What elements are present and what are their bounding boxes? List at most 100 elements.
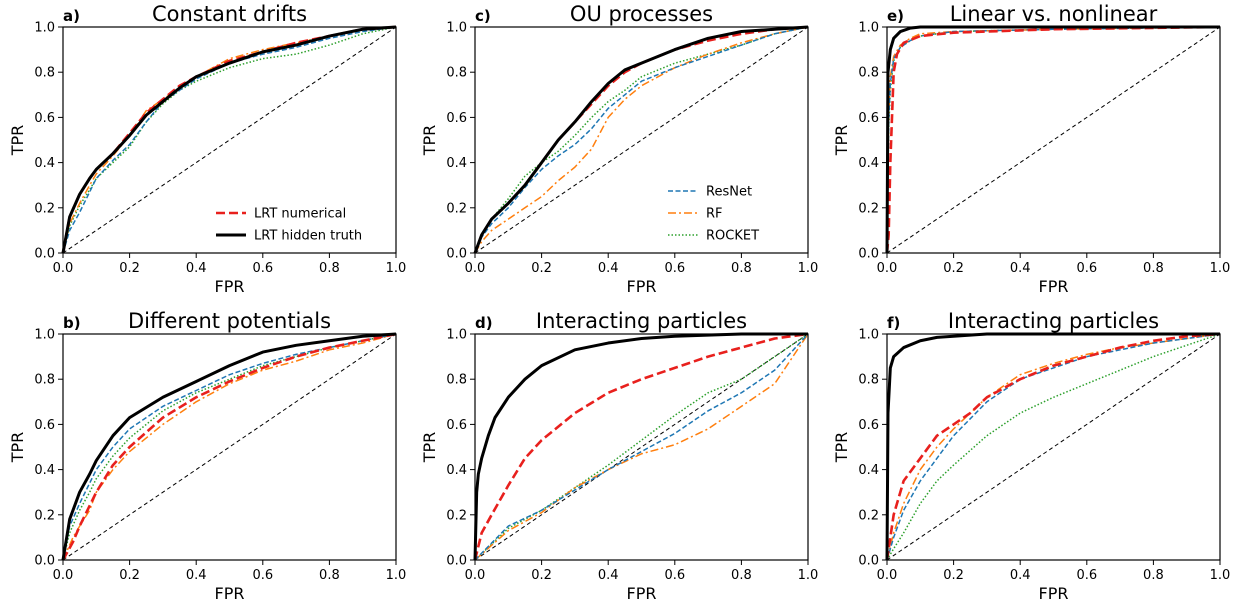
y-tick-label: 0.0: [858, 247, 879, 262]
series-line-rocket: [62, 333, 397, 561]
series-line-lrt-hidden-truth: [473, 332, 808, 561]
series-line-lrt-hidden-truth: [61, 332, 397, 561]
series-line-lrt-numerical: [885, 25, 1221, 254]
y-tick-label: 0.4: [34, 463, 55, 478]
legend-entry-label: LRT numerical: [254, 207, 346, 222]
x-tick-label: 0.2: [943, 261, 964, 276]
panel-label: d): [475, 314, 493, 332]
y-tick-label: 0.0: [446, 247, 467, 262]
y-tick-label: 0.2: [446, 508, 467, 523]
legend-entry-label: ROCKET: [706, 229, 759, 244]
y-tick-label: 0.0: [858, 554, 879, 569]
y-tick-label: 0.8: [858, 373, 879, 388]
x-tick-label: 0.8: [1143, 568, 1164, 583]
x-tick-label: 1.0: [386, 568, 407, 583]
series-line-lrt-hidden-truth: [61, 25, 397, 254]
y-tick-label: 0.0: [34, 247, 55, 262]
y-axis-label: TPR: [420, 432, 439, 464]
y-tick-label: 1.0: [34, 21, 55, 36]
x-tick-label: 1.0: [386, 261, 407, 276]
y-tick-label: 0.8: [858, 66, 879, 81]
x-axis-label: FPR: [215, 584, 245, 602]
y-tick-label: 0.8: [34, 373, 55, 388]
series-line-lrt-hidden-truth: [885, 25, 1220, 254]
series-line-rocket: [474, 26, 809, 254]
panel-label: c): [475, 7, 491, 25]
y-tick-label: 0.4: [858, 156, 879, 171]
y-tick-label: 1.0: [34, 328, 55, 343]
y-axis-label: TPR: [832, 432, 851, 464]
x-tick-label: 0.0: [53, 568, 74, 583]
roc-panel-2: 0.0 0.2 0.4 0.6 0.8 1.0 0.0 0.2 0.4 0.6 0.8 1.0 FPR T…: [420, 2, 818, 296]
legend: ResNet RF ROCKET: [668, 185, 759, 244]
series-line-resnet: [474, 26, 809, 254]
roc-panel-3: 0.0 0.2 0.4 0.6 0.8 1.0 0.0 0.2 0.4 0.6 0.8 1.0 FPR T…: [832, 2, 1230, 296]
series-line-rocket: [886, 26, 1221, 254]
series-line-lrt-numerical: [61, 332, 397, 561]
panel-title: Interacting particles: [948, 309, 1159, 333]
series-line-rf: [886, 26, 1221, 254]
x-tick-label: 0.0: [877, 568, 898, 583]
panel-title: Different potentials: [128, 309, 331, 333]
series-line-lrt-numerical: [473, 332, 809, 561]
series-line-rf: [474, 26, 809, 254]
x-tick-label: 0.0: [53, 261, 74, 276]
x-tick-label: 0.6: [252, 568, 273, 583]
x-tick-label: 0.2: [119, 261, 140, 276]
series-line-rf: [886, 333, 1221, 561]
plot-frame: [886, 333, 1221, 561]
y-tick-label: 0.0: [446, 554, 467, 569]
y-tick-label: 0.4: [858, 463, 879, 478]
roc-panel-5: 0.0 0.2 0.4 0.6 0.8 1.0 0.0 0.2 0.4 0.6 0.8 1.0 FPR T…: [420, 309, 818, 602]
x-tick-label: 0.0: [465, 568, 486, 583]
legend: LRT numerical LRT hidden truth: [216, 207, 362, 244]
y-tick-label: 0.4: [34, 156, 55, 171]
x-tick-label: 0.4: [1010, 261, 1031, 276]
y-tick-label: 0.4: [446, 156, 467, 171]
x-tick-label: 0.0: [877, 261, 898, 276]
y-tick-label: 0.6: [34, 111, 55, 126]
y-axis-label: TPR: [8, 125, 27, 157]
x-tick-label: 1.0: [1210, 261, 1231, 276]
x-tick-label: 0.6: [664, 568, 685, 583]
x-tick-label: 0.8: [319, 568, 340, 583]
plot-frame: [474, 26, 809, 254]
x-tick-label: 0.2: [531, 568, 552, 583]
series-line-rf: [474, 333, 809, 561]
plot-frame: [62, 26, 397, 254]
x-axis-label: FPR: [1039, 584, 1069, 602]
y-tick-label: 0.6: [34, 418, 55, 433]
y-axis-label: TPR: [8, 432, 27, 464]
x-tick-label: 0.2: [531, 261, 552, 276]
roc-panel-4: 0.0 0.2 0.4 0.6 0.8 1.0 0.0 0.2 0.4 0.6 0.8 1.0 FPR T…: [8, 309, 406, 602]
plot-frame: [62, 333, 397, 561]
panel-label: b): [63, 314, 81, 332]
series-line-rocket: [62, 26, 397, 254]
y-tick-label: 0.6: [446, 418, 467, 433]
series-line-lrt-hidden-truth: [473, 25, 809, 254]
x-tick-label: 0.2: [119, 568, 140, 583]
y-tick-label: 0.0: [34, 554, 55, 569]
y-tick-label: 0.2: [858, 201, 879, 216]
x-tick-label: 0.8: [731, 261, 752, 276]
series-line-rf: [62, 333, 397, 561]
panel-label: e): [887, 7, 904, 25]
x-tick-label: 0.0: [465, 261, 486, 276]
x-axis-label: FPR: [627, 584, 657, 602]
series-line-lrt-numerical: [885, 332, 1221, 561]
x-tick-label: 1.0: [798, 261, 819, 276]
legend-entry-label: RF: [706, 207, 723, 222]
y-tick-label: 0.6: [446, 111, 467, 126]
series-line-resnet: [886, 333, 1221, 561]
y-tick-label: 0.8: [446, 66, 467, 81]
chance-diagonal: [62, 333, 397, 561]
y-tick-label: 0.8: [34, 66, 55, 81]
panel-label: f): [887, 314, 900, 332]
panel-title: Interacting particles: [536, 309, 747, 333]
x-tick-label: 0.6: [252, 261, 273, 276]
series-line-resnet: [62, 333, 397, 561]
legend-entry-label: ResNet: [706, 185, 752, 200]
y-tick-label: 1.0: [858, 21, 879, 36]
x-tick-label: 0.2: [943, 568, 964, 583]
